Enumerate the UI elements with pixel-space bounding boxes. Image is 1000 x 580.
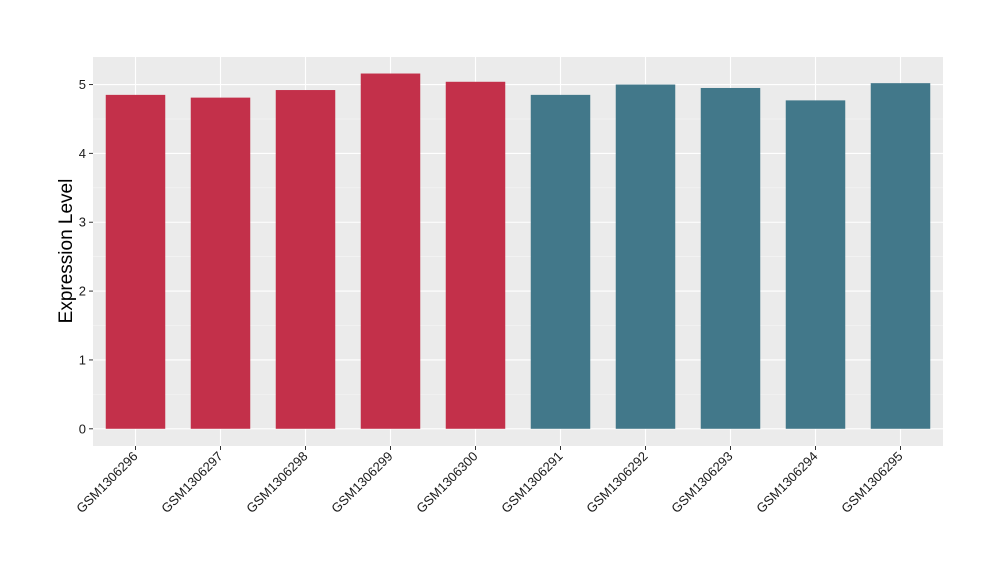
- bar: [870, 83, 931, 429]
- bar: [445, 81, 506, 429]
- bar: [190, 97, 251, 429]
- x-tick-label: GSM1306295: [838, 449, 905, 516]
- x-tick-label: GSM1306294: [753, 449, 820, 516]
- y-tick-label: 5: [79, 77, 86, 92]
- bars: [105, 73, 931, 429]
- bar: [360, 73, 421, 429]
- x-tick-label: GSM1306293: [668, 449, 735, 516]
- y-tick-label: 0: [79, 421, 86, 436]
- y-tick-label: 4: [79, 146, 86, 161]
- x-axis: GSM1306296 GSM1306297 GSM1306298 GSM1306299…: [73, 446, 906, 516]
- bar: [275, 90, 336, 429]
- x-tick-label: GSM1306291: [498, 449, 565, 516]
- y-tick-label: 2: [79, 284, 86, 299]
- x-tick-label: GSM1306300: [413, 449, 480, 516]
- bar: [105, 94, 166, 429]
- x-tick-label: GSM1306297: [158, 449, 225, 516]
- x-tick-label: GSM1306296: [73, 449, 140, 516]
- x-tick-label: GSM1306292: [583, 449, 650, 516]
- x-tick-label: GSM1306298: [243, 449, 310, 516]
- y-axis-title: Expression Level: [56, 179, 77, 324]
- x-tick-label: GSM1306299: [328, 449, 395, 516]
- y-tick-label: 3: [79, 215, 86, 230]
- bar: [700, 87, 761, 429]
- y-tick-label: 1: [79, 352, 86, 367]
- y-axis: 0 1 2 3 4 5: [79, 77, 93, 436]
- bar: [530, 94, 591, 429]
- bar: [785, 100, 846, 429]
- bar: [615, 84, 676, 429]
